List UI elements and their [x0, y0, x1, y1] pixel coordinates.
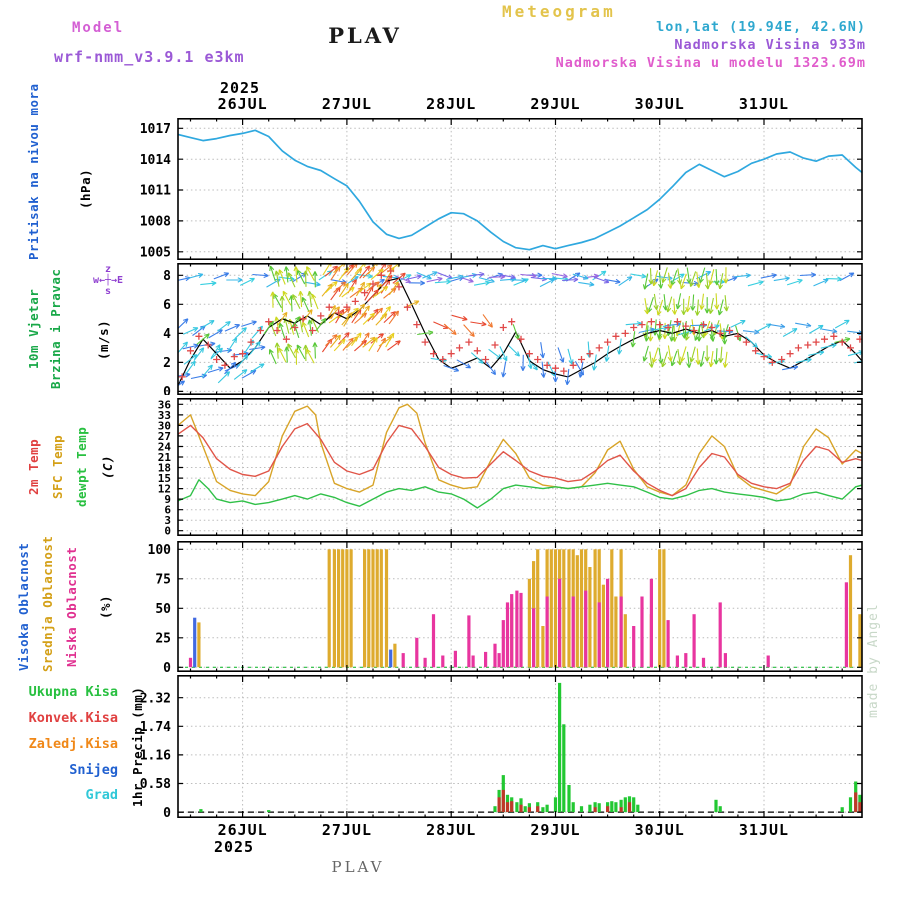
year-label-bottom: 2025 — [213, 838, 255, 856]
watermark-credit: made by Angel — [866, 603, 881, 718]
model-label: Model — [72, 20, 125, 36]
meteogram-title: Meteogram — [502, 2, 616, 21]
precip-unit-label: 1hr Precip (mm) — [130, 686, 145, 807]
cloud-ytick-label: 75 — [155, 572, 171, 587]
x-tick-label: 28JUL — [426, 821, 477, 839]
precip-ytick-label: 1.16 — [140, 749, 171, 764]
cloud-panel: 0 25 50 75 100 — [148, 541, 863, 672]
precip-panel: 0 0.58 1.16 1.74 2.32 — [140, 675, 863, 818]
precip-convective-label: Konvek.Kisa — [28, 710, 118, 726]
cloud-ytick-label: 100 — [148, 543, 172, 558]
lonlat-label: lon,lat (19.94E, 42.6N) — [656, 19, 866, 35]
temp-ytick-label: 12 — [158, 483, 171, 496]
cloud-mid-label: Srednja Oblacnost — [40, 535, 55, 672]
temp-unit-label: (C) — [100, 454, 115, 480]
temp-ytick-label: 21 — [158, 451, 172, 464]
cloud-high-label: Visoka Oblacnost — [16, 542, 31, 671]
precip-ytick-label: 0 — [163, 806, 171, 818]
precip-snow-label: Snijeg — [69, 762, 118, 778]
cloud-low-label: Niska Oblacnost — [64, 546, 79, 667]
temp-ytick-label: 9 — [164, 493, 171, 506]
pressure-ytick-label: 1017 — [140, 122, 171, 137]
x-tick-label: 29JUL — [530, 821, 581, 839]
wind-panel: 0 2 4 6 8 — [163, 263, 863, 395]
temp-ytick-label: 27 — [158, 430, 171, 443]
year-label-top: 2025 — [219, 79, 261, 97]
station-meta: lon,lat (19.94E, 42.6N) Nadmorska Visina… — [556, 18, 866, 72]
wind-direction-legend: z w←┼→E s — [84, 264, 132, 297]
footer-station-label: PLAV — [331, 858, 385, 876]
wind-ytick-label: 8 — [163, 269, 171, 284]
compass-west-letter: w — [92, 275, 99, 286]
precip-ytick-label: 2.32 — [140, 691, 171, 706]
precip-total-label: Ukupna Kisa — [28, 684, 118, 700]
precip-freezing-label: Zaledj.Kisa — [28, 736, 118, 752]
x-tick-label: 26JUL — [217, 95, 268, 113]
x-tick-label: 28JUL — [426, 95, 477, 113]
compass-south-letter: s — [104, 286, 112, 297]
x-tick-label: 31JUL — [738, 95, 790, 113]
temp-dewpt-label: dewpt Temp — [74, 426, 89, 508]
temp-ytick-label: 6 — [164, 504, 171, 517]
x-tick-label: 31JUL — [738, 821, 790, 839]
cloud-ytick-label: 50 — [155, 602, 171, 617]
pressure-panel: 1005 1008 1011 1014 1017 — [140, 118, 863, 260]
wind-unit-label: (m/s) — [96, 319, 111, 361]
station-title: PLAV — [328, 23, 402, 48]
cloud-ytick-label: 0 — [163, 661, 171, 672]
wind-ytick-label: 4 — [163, 327, 171, 342]
temp-ytick-label: 0 — [164, 525, 171, 536]
precip-ytick-label: 1.74 — [140, 720, 171, 735]
wind-axis-title: 10m Vjetar — [26, 288, 41, 370]
cloud-ytick-label: 25 — [155, 632, 171, 647]
pressure-ytick-label: 1014 — [140, 153, 171, 168]
temp-ytick-label: 33 — [158, 409, 171, 422]
compass-arrows-icon: ←┼→ — [98, 275, 118, 286]
cloud-unit-label: (%) — [98, 594, 113, 619]
pressure-unit-label: (hPa) — [78, 168, 93, 210]
temp-ytick-label: 24 — [158, 440, 172, 453]
x-tick-label: 30JUL — [634, 821, 685, 839]
pressure-ytick-label: 1008 — [140, 215, 171, 230]
temp-ytick-label: 3 — [164, 514, 171, 527]
pressure-ytick-label: 1011 — [140, 184, 171, 199]
x-tick-label: 26JUL — [217, 821, 268, 839]
precip-hail-label: Grad — [85, 787, 118, 803]
compass-row: w←┼→E — [84, 275, 132, 286]
pressure-ytick-label: 1005 — [140, 245, 171, 260]
temp-sfc-label: SFC Temp — [50, 434, 65, 500]
model-name: wrf-nmm_v3.9.1 e3km — [54, 48, 245, 66]
wind-ytick-label: 6 — [163, 298, 171, 313]
temp-ytick-label: 15 — [158, 472, 171, 485]
temp-ytick-label: 18 — [158, 462, 171, 475]
temp-ytick-label: 36 — [158, 398, 172, 411]
x-tick-label: 27JUL — [321, 95, 372, 113]
precip-ytick-label: 0.58 — [140, 777, 171, 792]
elevation-label: Nadmorska Visina 933m — [674, 37, 866, 53]
temp-2m-label: 2m Temp — [26, 438, 41, 496]
x-tick-label: 30JUL — [634, 95, 685, 113]
x-tick-label: 27JUL — [321, 821, 372, 839]
wind-ytick-label: 0 — [163, 385, 171, 395]
temp-ytick-label: 30 — [158, 419, 171, 432]
pressure-axis-title: Pritisak na nivou mora — [26, 83, 41, 260]
compass-north-letter: z — [104, 264, 112, 275]
wind-ytick-label: 2 — [163, 356, 171, 371]
x-tick-label: 29JUL — [530, 95, 581, 113]
model-elevation-label: Nadmorska Visina u modelu 1323.69m — [555, 55, 866, 71]
compass-east-letter: E — [117, 275, 124, 286]
wind-axis-subtitle: Brzina i Pravac — [48, 268, 63, 390]
